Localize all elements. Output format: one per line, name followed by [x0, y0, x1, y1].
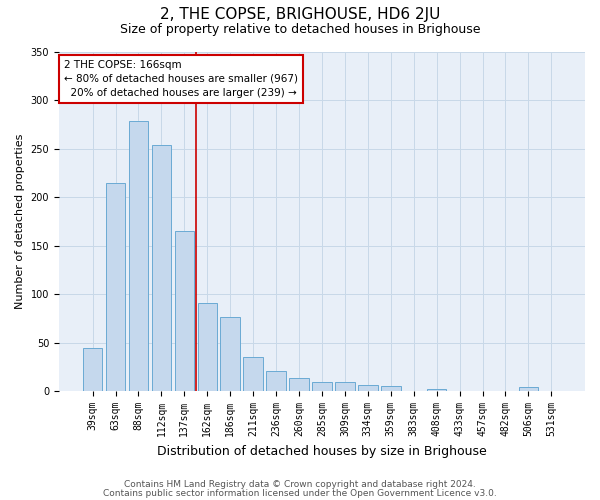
Bar	[128, 122, 148, 391]
Text: 2, THE COPSE, BRIGHOUSE, HD6 2JU: 2, THE COPSE, BRIGHOUSE, HD6 2JU	[160, 8, 440, 22]
Bar	[83, 348, 103, 391]
Bar	[220, 318, 240, 391]
Bar	[244, 357, 263, 391]
Bar	[197, 303, 217, 391]
Bar	[289, 378, 309, 391]
Y-axis label: Number of detached properties: Number of detached properties	[15, 134, 25, 309]
Bar	[152, 144, 171, 391]
Bar	[427, 390, 446, 391]
Bar	[381, 386, 401, 391]
Bar	[518, 388, 538, 391]
Text: 2 THE COPSE: 166sqm
← 80% of detached houses are smaller (967)
  20% of detached: 2 THE COPSE: 166sqm ← 80% of detached ho…	[64, 60, 298, 98]
X-axis label: Distribution of detached houses by size in Brighouse: Distribution of detached houses by size …	[157, 444, 487, 458]
Text: Size of property relative to detached houses in Brighouse: Size of property relative to detached ho…	[120, 22, 480, 36]
Bar	[335, 382, 355, 391]
Bar	[266, 371, 286, 391]
Text: Contains HM Land Registry data © Crown copyright and database right 2024.: Contains HM Land Registry data © Crown c…	[124, 480, 476, 489]
Text: Contains public sector information licensed under the Open Government Licence v3: Contains public sector information licen…	[103, 488, 497, 498]
Bar	[175, 231, 194, 391]
Bar	[358, 386, 377, 391]
Bar	[312, 382, 332, 391]
Bar	[106, 184, 125, 391]
